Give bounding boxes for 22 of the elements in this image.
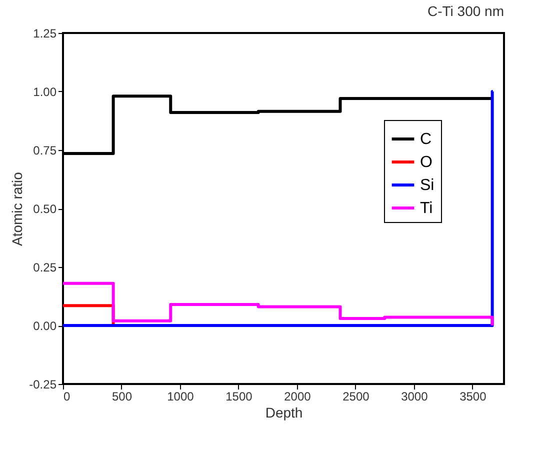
x-axis-title: Depth bbox=[265, 404, 303, 420]
x-tick-label: 2000 bbox=[284, 390, 312, 404]
legend-label: Ti bbox=[420, 200, 433, 217]
y-tick-label: 0.50 bbox=[33, 202, 57, 216]
chart-title: C-Ti 300 nm bbox=[427, 3, 504, 19]
y-tick-label: 0.00 bbox=[33, 319, 57, 333]
x-tick-label: 500 bbox=[112, 390, 132, 404]
y-axis-title: Atomic ratio bbox=[9, 172, 26, 246]
y-tick-label: 1.25 bbox=[33, 26, 57, 40]
y-tick-label: 0.25 bbox=[33, 260, 57, 274]
legend-label: Si bbox=[420, 177, 434, 194]
x-tick-label: 2500 bbox=[342, 390, 370, 404]
x-tick-label: 1000 bbox=[167, 390, 194, 404]
x-tick-label: 3000 bbox=[401, 390, 428, 404]
x-tick-label: 1500 bbox=[226, 390, 253, 404]
legend-label: C bbox=[420, 131, 432, 148]
legend-label: O bbox=[420, 154, 432, 171]
y-tick-label: -0.25 bbox=[29, 378, 57, 392]
y-tick-label: 1.00 bbox=[33, 85, 57, 99]
x-tick-label: 3500 bbox=[460, 390, 487, 404]
y-tick-label: 0.75 bbox=[33, 144, 57, 158]
x-tick-label: 0 bbox=[64, 390, 70, 404]
